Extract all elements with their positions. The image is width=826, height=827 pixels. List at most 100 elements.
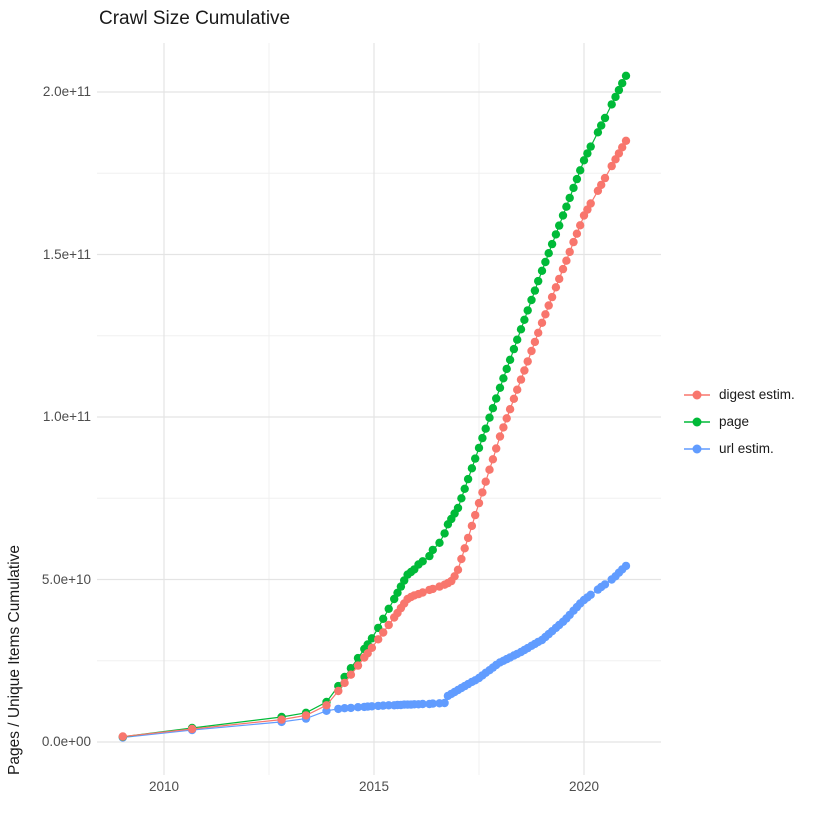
data-point-page	[614, 85, 624, 95]
data-point-digest-estim-	[322, 701, 331, 710]
data-point-page	[618, 79, 627, 88]
y-tick-label: 5.0e+10	[41, 571, 91, 587]
data-point-digest-estim-	[558, 264, 568, 274]
data-point-digest-estim-	[495, 432, 505, 441]
data-point-digest-estim-	[547, 292, 557, 302]
data-point-digest-estim-	[523, 357, 532, 366]
data-point-digest-estim-	[353, 661, 363, 670]
data-point-digest-estim-	[621, 136, 631, 145]
data-point-digest-estim-	[600, 173, 610, 183]
data-point-page	[488, 404, 498, 413]
data-point-page	[565, 193, 574, 203]
data-point-digest-estim-	[485, 465, 494, 474]
data-point-digest-estim-	[509, 394, 519, 403]
data-point-digest-estim-	[453, 565, 463, 574]
data-point-url-estim-	[621, 561, 631, 571]
data-point-page	[527, 295, 536, 305]
data-point-digest-estim-	[301, 711, 311, 720]
data-point-digest-estim-	[505, 405, 515, 414]
data-point-page	[576, 166, 585, 175]
data-point-page	[478, 433, 487, 443]
data-point-url-estim-	[353, 703, 363, 712]
data-point-page	[579, 156, 589, 165]
data-point-digest-estim-	[520, 366, 529, 375]
data-point-digest-estim-	[541, 310, 550, 319]
data-point-digest-estim-	[379, 628, 388, 637]
data-point-page	[544, 249, 553, 258]
data-point-page	[530, 286, 540, 295]
data-point-digest-estim-	[576, 221, 585, 230]
data-point-page	[425, 551, 434, 561]
data-point-page	[481, 424, 490, 433]
data-point-page	[457, 494, 466, 503]
y-tick-label: 0.0e+00	[41, 734, 91, 749]
data-point-page	[440, 529, 449, 538]
data-point-digest-estim-	[607, 161, 616, 171]
data-point-url-estim-	[334, 704, 343, 714]
x-tick-label: 2020	[568, 779, 600, 794]
data-point-page	[586, 142, 595, 151]
data-point-page	[502, 364, 511, 374]
legend-entry: digest estim.	[684, 381, 795, 408]
data-point-digest-estim-	[499, 423, 508, 432]
data-point-url-estim-	[367, 702, 377, 711]
data-point-page	[558, 211, 568, 220]
data-point-page	[572, 174, 582, 184]
data-point-digest-estim-	[516, 375, 526, 384]
chart-title: Crawl Size Cumulative	[99, 8, 291, 29]
data-point-url-estim-	[586, 590, 595, 599]
legend-entry: url estim.	[684, 435, 795, 462]
data-point-url-estim-	[600, 580, 610, 589]
data-point-digest-estim-	[367, 643, 377, 652]
data-point-page	[555, 221, 564, 230]
data-point-digest-estim-	[467, 521, 477, 531]
legend-entry: page	[684, 408, 795, 435]
y-tick-label: 1.5e+11	[42, 246, 91, 262]
data-point-digest-estim-	[118, 732, 128, 741]
data-point-digest-estim-	[478, 488, 487, 497]
data-point-digest-estim-	[374, 635, 383, 644]
data-point-page	[460, 484, 469, 493]
data-point-digest-estim-	[586, 199, 595, 208]
data-point-page	[597, 121, 606, 130]
data-point-digest-estim-	[555, 274, 564, 284]
data-point-page	[492, 394, 501, 403]
legend-label: url estim.	[719, 441, 774, 456]
data-point-digest-estim-	[530, 337, 540, 347]
data-point-page	[621, 71, 631, 81]
data-point-page	[353, 653, 363, 663]
data-point-digest-estim-	[597, 180, 606, 190]
data-point-page	[551, 230, 561, 239]
data-point-digest-estim-	[565, 247, 574, 257]
data-point-url-estim-	[418, 699, 427, 709]
data-point-page	[516, 325, 526, 334]
data-point-page	[467, 464, 477, 473]
data-point-page	[390, 594, 399, 604]
data-point-digest-estim-	[513, 385, 522, 394]
data-point-page	[541, 257, 550, 267]
data-point-page	[471, 454, 480, 463]
data-point-page	[463, 474, 473, 484]
legend-key-icon	[684, 390, 710, 399]
data-point-digest-estim-	[527, 346, 536, 356]
legend-key-icon	[684, 417, 710, 426]
data-point-page	[569, 183, 578, 193]
data-point-digest-estim-	[551, 283, 561, 292]
y-tick-label: 2.0e+11	[42, 84, 91, 99]
data-point-digest-estim-	[481, 477, 490, 486]
legend-label: digest estim.	[719, 387, 795, 402]
data-point-page	[346, 664, 356, 673]
data-point-page	[607, 100, 616, 109]
data-point-digest-estim-	[502, 414, 511, 423]
x-tick-label: 2010	[148, 779, 180, 794]
data-point-page	[583, 149, 592, 158]
data-point-page	[562, 202, 571, 211]
data-point-digest-estim-	[537, 318, 547, 327]
data-point-digest-estim-	[277, 715, 286, 724]
data-point-digest-estim-	[562, 256, 571, 265]
data-point-digest-estim-	[618, 143, 627, 152]
data-point-page	[418, 557, 427, 566]
data-point-digest-estim-	[334, 686, 343, 696]
